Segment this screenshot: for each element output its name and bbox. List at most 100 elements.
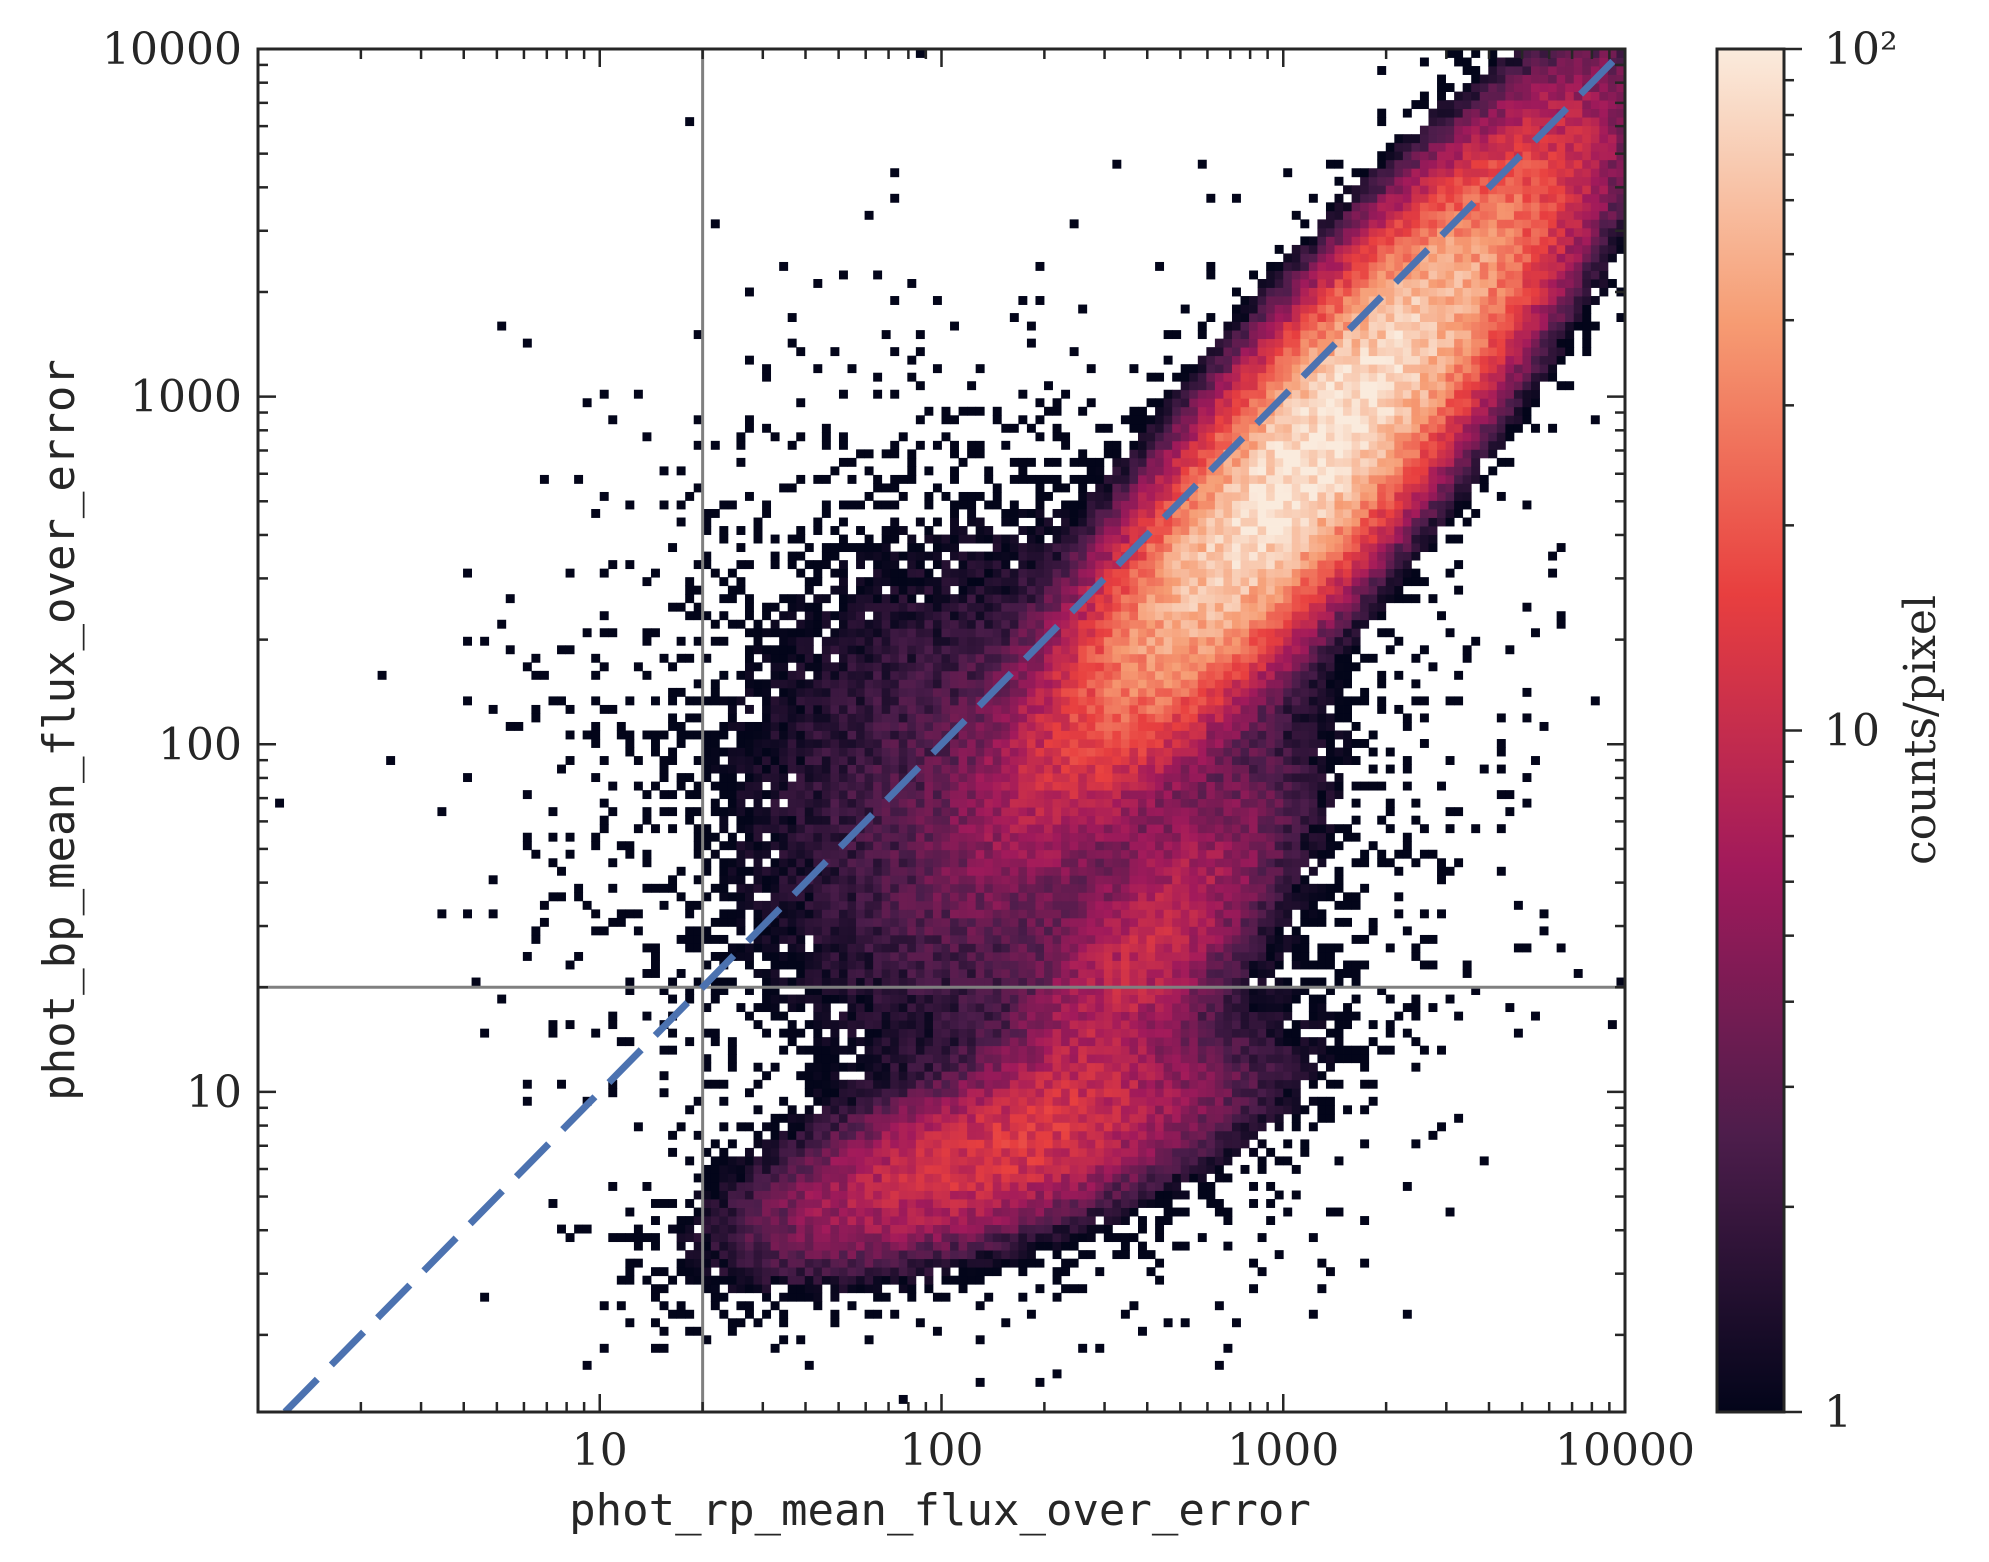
histogram-cell <box>881 1147 891 1157</box>
histogram-cell <box>1026 951 1036 961</box>
histogram-cell <box>950 764 959 774</box>
histogram-cell <box>1018 858 1028 868</box>
histogram-cell <box>838 636 848 646</box>
histogram-cell <box>813 747 823 757</box>
histogram-cell <box>1052 1045 1062 1055</box>
histogram-cell <box>915 1241 925 1251</box>
histogram-cell <box>898 1088 908 1098</box>
histogram-cell <box>958 1258 968 1268</box>
histogram-cell <box>907 951 917 961</box>
histogram-cell <box>1103 883 1113 893</box>
histogram-cell <box>1120 926 1130 936</box>
histogram-cell <box>967 534 977 544</box>
histogram-cell <box>685 1233 695 1243</box>
histogram-cell <box>1018 934 1028 944</box>
histogram-cell <box>838 756 848 765</box>
histogram-cell <box>1138 1199 1147 1208</box>
histogram-cell <box>1018 1258 1028 1268</box>
histogram-cell <box>890 347 900 357</box>
histogram-cell <box>1112 747 1122 757</box>
histogram-cell <box>856 526 865 535</box>
histogram-cell <box>967 1096 977 1106</box>
histogram-cell <box>1035 551 1045 561</box>
histogram-cell <box>1095 653 1105 663</box>
histogram-cell <box>838 560 848 570</box>
histogram-cell <box>813 1173 823 1183</box>
histogram-cell <box>1095 474 1105 484</box>
histogram-cell <box>838 730 848 740</box>
histogram-cell <box>1052 704 1062 714</box>
histogram-cell <box>1035 815 1045 825</box>
histogram-cell <box>873 1011 883 1021</box>
histogram-cell <box>796 1181 806 1191</box>
histogram-cell <box>873 1130 883 1140</box>
histogram-cell <box>1009 534 1019 544</box>
histogram-cell <box>779 764 789 774</box>
histogram-cell <box>770 960 780 970</box>
histogram-cell <box>1103 951 1113 961</box>
histogram-cell <box>1112 670 1122 680</box>
histogram-cell <box>1138 1326 1147 1336</box>
histogram-cell <box>1112 926 1122 936</box>
histogram-cell <box>907 577 917 587</box>
histogram-cell <box>779 832 789 842</box>
histogram-cell <box>804 841 814 851</box>
histogram-cell <box>1120 517 1130 527</box>
histogram-cell <box>873 602 883 612</box>
histogram-cell <box>804 926 814 936</box>
histogram-cell <box>1146 951 1156 961</box>
histogram-cell <box>1129 1190 1139 1200</box>
histogram-cell <box>702 611 712 621</box>
histogram-cell <box>1103 653 1113 663</box>
histogram-cell <box>941 1156 951 1166</box>
histogram-cell <box>992 721 1002 731</box>
histogram-cell <box>1009 926 1019 936</box>
histogram-cell <box>1138 679 1147 689</box>
histogram-cell <box>932 917 942 927</box>
histogram-cell <box>1103 815 1113 825</box>
histogram-cell <box>890 577 900 587</box>
histogram-cell <box>762 364 772 374</box>
histogram-cell <box>557 764 566 774</box>
histogram-cell <box>1069 628 1079 638</box>
histogram-cell <box>864 1011 874 1021</box>
histogram-cell <box>787 1164 797 1174</box>
histogram-cell <box>992 900 1002 910</box>
histogram-cell <box>881 807 891 817</box>
histogram-cell <box>796 943 806 953</box>
histogram-cell <box>1035 1207 1045 1217</box>
histogram-cell <box>813 1028 823 1038</box>
histogram-cell <box>932 483 942 493</box>
histogram-cell <box>975 1020 985 1030</box>
histogram-cell <box>924 875 934 885</box>
histogram-cell <box>984 1079 994 1089</box>
histogram-cell <box>1044 1199 1053 1208</box>
histogram-cell <box>736 824 746 834</box>
histogram-cell <box>967 875 977 885</box>
histogram-cell <box>1018 790 1028 800</box>
histogram-cell <box>864 543 874 553</box>
histogram-cell <box>890 807 900 817</box>
histogram-cell <box>693 1326 703 1336</box>
histogram-cell <box>1018 1105 1028 1115</box>
histogram-cell <box>1146 1037 1156 1047</box>
histogram-cell <box>1146 483 1156 493</box>
histogram-cell <box>1078 1130 1088 1140</box>
histogram-cell <box>762 994 772 1004</box>
histogram-cell <box>668 1224 678 1234</box>
histogram-cell <box>804 1105 814 1115</box>
histogram-cell <box>975 1190 985 1200</box>
histogram-cell <box>813 1130 823 1140</box>
histogram-cell <box>890 1224 900 1234</box>
histogram-cell <box>642 1011 652 1021</box>
histogram-cell <box>1155 781 1165 791</box>
histogram-cell <box>1069 1062 1079 1072</box>
histogram-cell <box>539 917 549 927</box>
histogram-cell <box>736 807 746 817</box>
histogram-cell <box>958 875 968 885</box>
histogram-cell <box>1103 594 1113 604</box>
histogram-cell <box>950 1113 959 1123</box>
histogram-cell <box>1018 1147 1028 1157</box>
histogram-cell <box>1069 568 1079 578</box>
histogram-cell <box>898 756 908 765</box>
